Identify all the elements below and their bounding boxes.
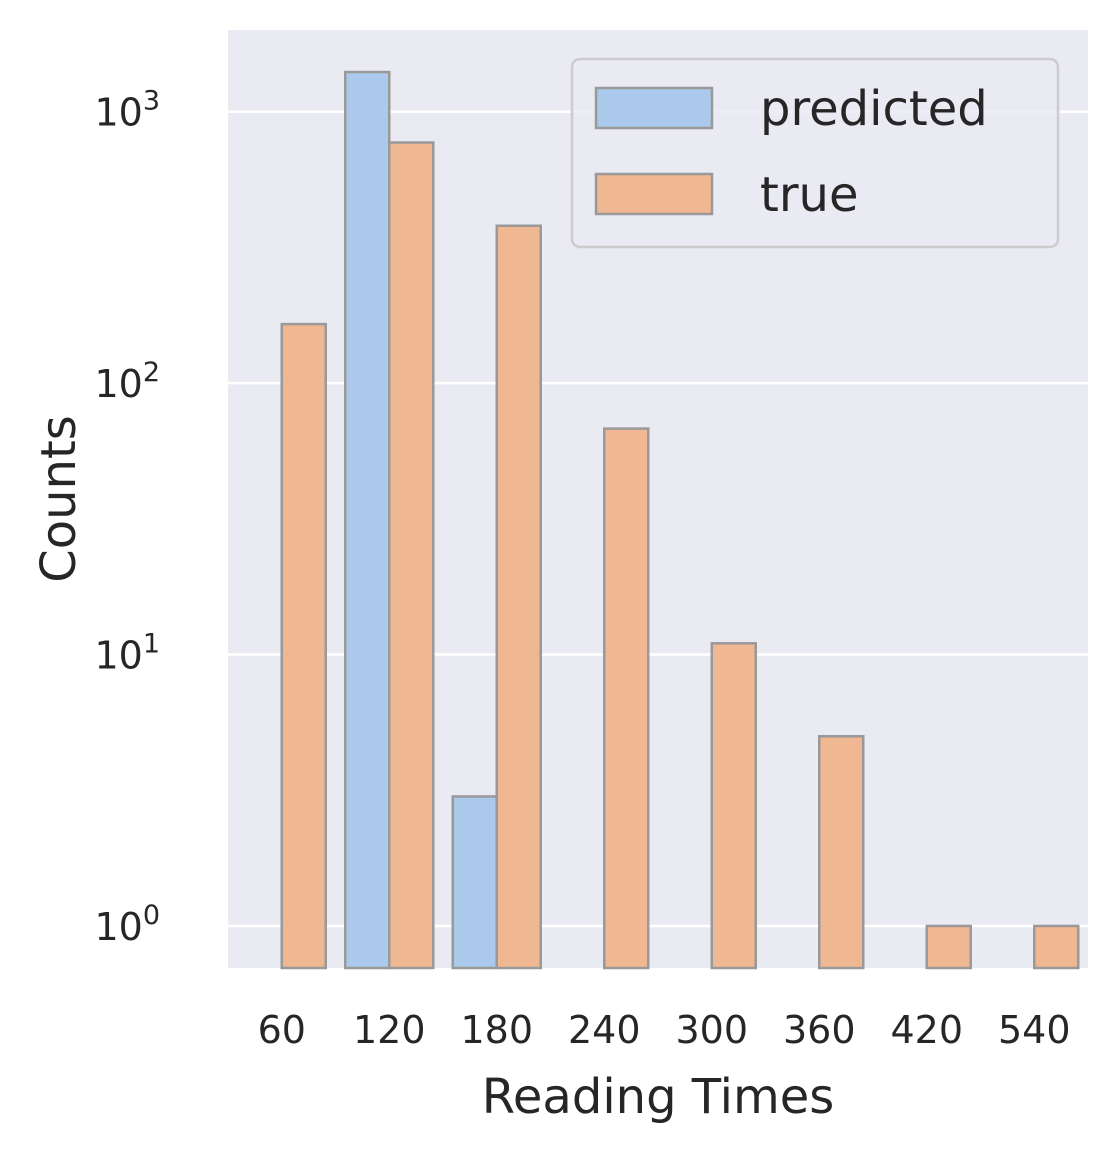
x-axis: 60 120 180 240 300 360 420 540	[258, 1008, 1071, 1052]
bar-true-360	[818, 734, 865, 970]
y-axis-label: Counts	[31, 415, 87, 583]
x-tick-label: 420	[890, 1008, 963, 1052]
y-tick-base: 10	[94, 91, 142, 135]
y-tick-base: 10	[94, 905, 142, 949]
x-tick-label: 60	[258, 1008, 306, 1052]
y-tick-exponent: 2	[143, 357, 160, 388]
bar-predicted-180	[451, 795, 498, 970]
x-tick-label: 120	[353, 1008, 426, 1052]
y-tick-exponent: 0	[143, 900, 160, 931]
bar-true-540	[1033, 924, 1080, 970]
legend-swatch-predicted	[594, 86, 714, 130]
y-tick-label: 100	[94, 900, 160, 949]
y-tick-label: 103	[94, 86, 160, 135]
bars	[280, 70, 1080, 970]
y-tick-label: 102	[94, 357, 160, 406]
y-tick-base: 10	[94, 634, 142, 678]
x-tick-label: 180	[460, 1008, 533, 1052]
bar-predicted-120	[344, 70, 391, 970]
y-tick-base: 10	[94, 362, 142, 406]
bar-true-120	[388, 141, 435, 970]
bar-true-60	[280, 322, 327, 970]
x-tick-label: 300	[675, 1008, 748, 1052]
legend: predicted true	[570, 57, 1060, 249]
legend-label-true: true	[760, 167, 859, 223]
bar-true-240	[603, 427, 650, 970]
x-tick-label: 360	[783, 1008, 856, 1052]
legend-label-predicted: predicted	[760, 81, 988, 137]
x-tick-label: 240	[568, 1008, 641, 1052]
x-axis-label: Reading Times	[482, 1069, 835, 1125]
x-tick-label: 540	[998, 1008, 1071, 1052]
y-tick-exponent: 3	[143, 86, 160, 117]
bar-true-300	[710, 642, 757, 970]
y-tick-exponent: 1	[143, 629, 160, 660]
bar-true-180	[495, 224, 542, 970]
bar-true-420	[925, 924, 972, 970]
y-tick-label: 101	[94, 629, 160, 678]
legend-swatch-true	[594, 172, 714, 216]
